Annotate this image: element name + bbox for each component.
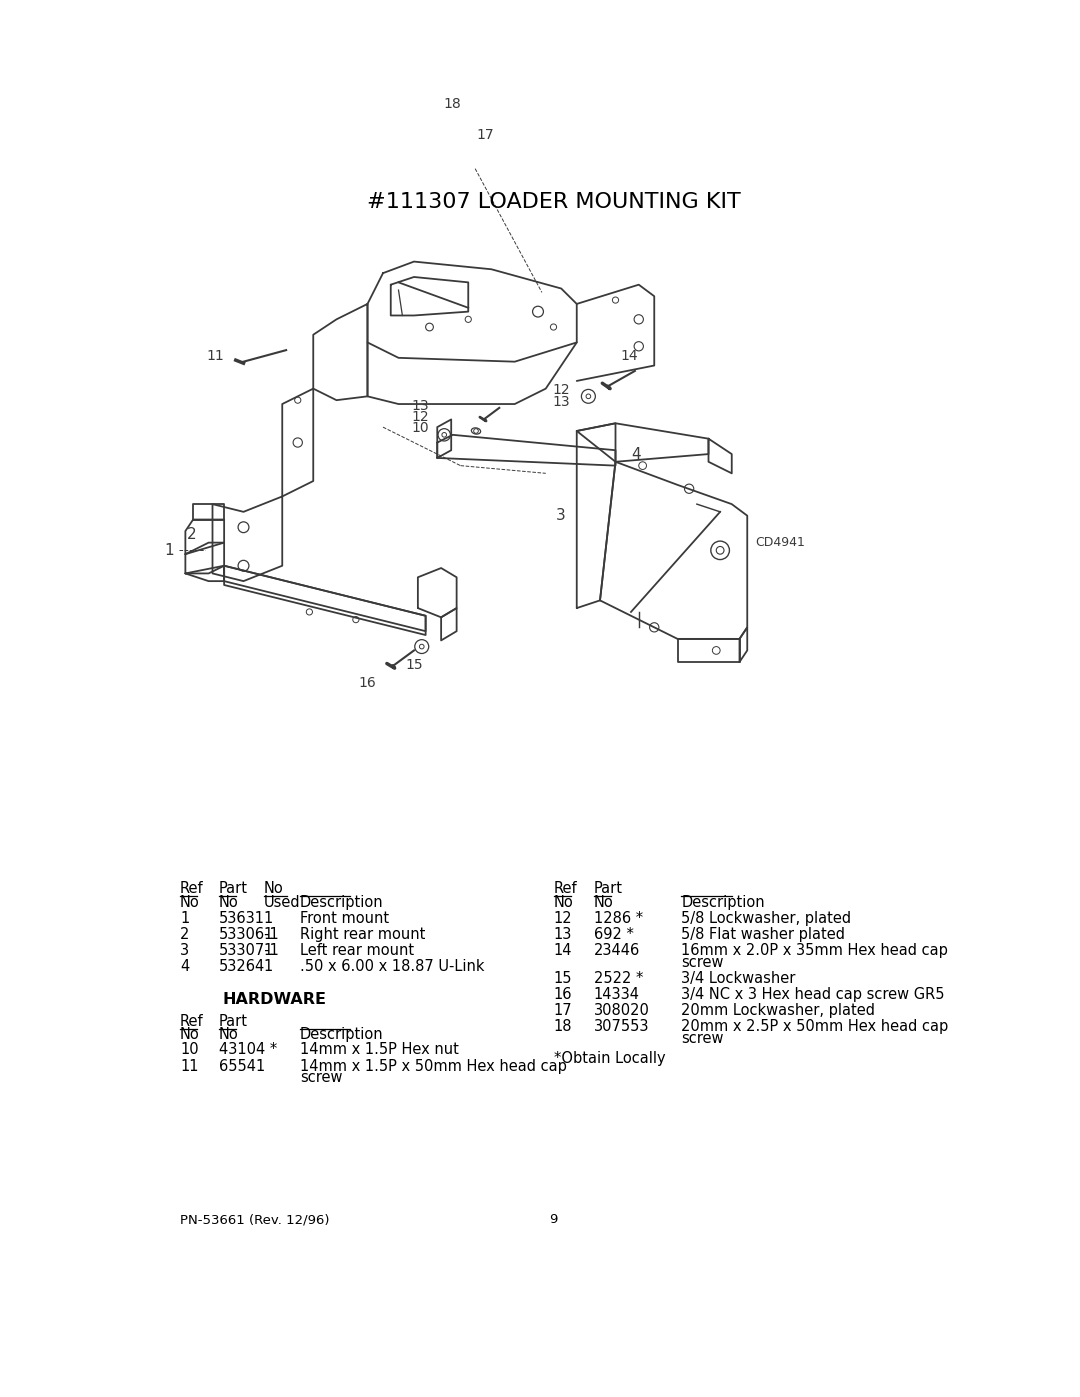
Text: 1: 1 — [264, 943, 273, 958]
Text: 308020: 308020 — [594, 1003, 650, 1018]
Text: 12: 12 — [553, 383, 570, 397]
Text: CD4941: CD4941 — [755, 536, 805, 549]
Text: 53306-1: 53306-1 — [218, 926, 280, 942]
Text: screw: screw — [300, 1070, 342, 1085]
Text: 13: 13 — [411, 400, 430, 414]
Text: Part: Part — [218, 882, 247, 897]
Text: 13: 13 — [554, 926, 572, 942]
Text: PN-53661 (Rev. 12/96): PN-53661 (Rev. 12/96) — [180, 1214, 329, 1227]
Text: Description: Description — [300, 894, 383, 909]
Text: 10: 10 — [411, 420, 430, 434]
Text: screw: screw — [681, 954, 724, 970]
Text: 2: 2 — [180, 926, 189, 942]
Text: 4: 4 — [631, 447, 640, 461]
Text: 14mm x 1.5P x 50mm Hex head cap: 14mm x 1.5P x 50mm Hex head cap — [300, 1059, 567, 1073]
Text: 16mm x 2.0P x 35mm Hex head cap: 16mm x 2.0P x 35mm Hex head cap — [681, 943, 948, 958]
Text: 14: 14 — [621, 349, 638, 363]
Text: No: No — [594, 894, 613, 909]
Text: Right rear mount: Right rear mount — [300, 926, 426, 942]
Text: Ref: Ref — [180, 1014, 203, 1028]
Text: 1: 1 — [180, 911, 189, 926]
Text: 65541: 65541 — [218, 1059, 265, 1073]
Text: 17: 17 — [476, 127, 494, 141]
Text: No: No — [554, 894, 573, 909]
Text: 3/4 NC x 3 Hex head cap screw GR5: 3/4 NC x 3 Hex head cap screw GR5 — [681, 986, 945, 1002]
Text: *Obtain Locally: *Obtain Locally — [554, 1051, 665, 1066]
Text: 23446: 23446 — [594, 943, 640, 958]
Text: 15: 15 — [405, 658, 422, 672]
Text: #111307 LOADER MOUNTING KIT: #111307 LOADER MOUNTING KIT — [366, 193, 741, 212]
Text: 1: 1 — [164, 543, 174, 557]
Text: 4: 4 — [180, 960, 189, 974]
Text: .50 x 6.00 x 18.87 U-Link: .50 x 6.00 x 18.87 U-Link — [300, 960, 485, 974]
Text: Description: Description — [681, 894, 765, 909]
Text: Ref: Ref — [180, 882, 203, 897]
Text: 13: 13 — [553, 395, 570, 409]
Text: 2522 *: 2522 * — [594, 971, 644, 986]
Text: 20mm Lockwasher, plated: 20mm Lockwasher, plated — [681, 1003, 876, 1018]
Text: No: No — [180, 894, 200, 909]
Text: No: No — [218, 894, 239, 909]
Text: No: No — [264, 882, 283, 897]
Text: 14: 14 — [554, 943, 572, 958]
Text: 1286 *: 1286 * — [594, 911, 643, 926]
Text: 5/8 Lockwasher, plated: 5/8 Lockwasher, plated — [681, 911, 851, 926]
Text: 17: 17 — [554, 1003, 572, 1018]
Text: 2: 2 — [187, 528, 197, 542]
Text: 9: 9 — [550, 1214, 557, 1227]
Text: Part: Part — [218, 1014, 247, 1028]
Text: 307553: 307553 — [594, 1020, 649, 1034]
Text: screw: screw — [681, 1031, 724, 1046]
Text: 53264: 53264 — [218, 960, 265, 974]
Text: 18: 18 — [444, 98, 461, 112]
Text: Front mount: Front mount — [300, 911, 389, 926]
Text: Used: Used — [264, 894, 300, 909]
Text: 15: 15 — [554, 971, 572, 986]
Text: 16: 16 — [359, 676, 376, 690]
Text: 692 *: 692 * — [594, 926, 634, 942]
Text: 14mm x 1.5P Hex nut: 14mm x 1.5P Hex nut — [300, 1042, 459, 1058]
Text: 43104 *: 43104 * — [218, 1042, 276, 1058]
Text: 1: 1 — [264, 926, 273, 942]
Text: 3: 3 — [180, 943, 189, 958]
Text: 53631: 53631 — [218, 911, 265, 926]
Text: 53307-1: 53307-1 — [218, 943, 280, 958]
Text: HARDWARE: HARDWARE — [222, 992, 327, 1007]
Text: 16: 16 — [554, 986, 572, 1002]
Text: 1: 1 — [264, 960, 273, 974]
Text: Part: Part — [594, 882, 623, 897]
Text: Description: Description — [300, 1027, 383, 1042]
Text: 11: 11 — [206, 348, 225, 362]
Text: 14334: 14334 — [594, 986, 639, 1002]
Text: 12: 12 — [554, 911, 572, 926]
Text: 11: 11 — [180, 1059, 199, 1073]
Text: 1: 1 — [264, 911, 273, 926]
Text: Left rear mount: Left rear mount — [300, 943, 415, 958]
Text: 12: 12 — [411, 411, 430, 425]
Text: 5/8 Flat washer plated: 5/8 Flat washer plated — [681, 926, 846, 942]
Text: Ref: Ref — [554, 882, 577, 897]
Text: 3: 3 — [555, 509, 565, 524]
Text: No: No — [218, 1027, 239, 1042]
Text: 3/4 Lockwasher: 3/4 Lockwasher — [681, 971, 796, 986]
Text: 18: 18 — [554, 1020, 572, 1034]
Text: 20mm x 2.5P x 50mm Hex head cap: 20mm x 2.5P x 50mm Hex head cap — [681, 1020, 948, 1034]
Text: No: No — [180, 1027, 200, 1042]
Text: 10: 10 — [180, 1042, 199, 1058]
